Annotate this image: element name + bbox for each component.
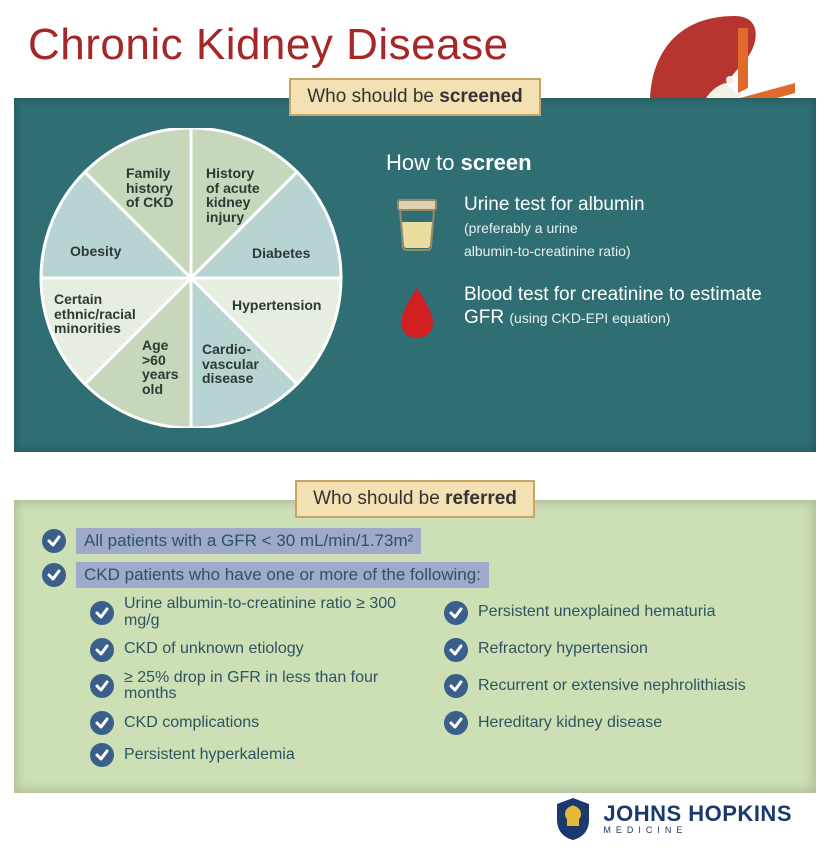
- footer-sub: MEDICINE: [603, 825, 792, 835]
- pie-label: Historyof acutekidneyinjury: [206, 166, 260, 225]
- referral-header: All patients with a GFR < 30 mL/min/1.73…: [42, 528, 788, 554]
- pie-label: Familyhistoryof CKD: [126, 166, 173, 210]
- ref-item-text: Refractory hypertension: [478, 641, 648, 658]
- check-icon: [90, 711, 114, 735]
- screen-test: Blood test for creatinine to estimate GF…: [386, 284, 794, 345]
- ref-header-text: All patients with a GFR < 30 mL/min/1.73…: [76, 528, 421, 554]
- check-icon: [444, 674, 468, 698]
- check-icon: [90, 638, 114, 662]
- referral-item: Refractory hypertension: [444, 638, 788, 662]
- ref-header-text: CKD patients who have one or more of the…: [76, 562, 489, 588]
- check-icon: [90, 674, 114, 698]
- ref-item-text: Hereditary kidney disease: [478, 715, 662, 732]
- referral-item: Urine albumin-to-creatinine ratio ≥ 300 …: [90, 596, 434, 630]
- banner-bold: referred: [445, 488, 517, 509]
- referral-item: Persistent hyperkalemia: [90, 743, 434, 767]
- referred-banner: Who should be referred: [295, 480, 535, 518]
- ref-item-text: ≥ 25% drop in GFR in less than four mont…: [124, 670, 434, 704]
- pie-label: Obesity: [70, 244, 121, 259]
- pie-label: Age>60yearsold: [142, 338, 179, 397]
- referral-item: CKD of unknown etiology: [90, 638, 434, 662]
- ref-item-text: Urine albumin-to-creatinine ratio ≥ 300 …: [124, 596, 434, 630]
- ref-item-text: CKD complications: [124, 715, 259, 732]
- drop-icon: [386, 284, 448, 345]
- pie-label: Certainethnic/racialminorities: [54, 292, 136, 336]
- cup-icon: [386, 194, 448, 257]
- check-icon: [90, 601, 114, 625]
- screened-banner: Who should be screened: [289, 78, 540, 116]
- screened-section: Who should be screened Historyof acuteki…: [0, 78, 830, 452]
- pie-label: Cardio-vasculardisease: [202, 342, 259, 386]
- banner-prefix: Who should be: [307, 86, 439, 107]
- test-text: Urine test for albumin(preferably a urin…: [464, 194, 794, 262]
- footer-org: JOHNS HOPKINS: [603, 803, 792, 825]
- ref-item-text: Persistent hyperkalemia: [124, 747, 295, 764]
- ref-item-text: Persistent unexplained hematuria: [478, 604, 715, 621]
- check-icon: [90, 743, 114, 767]
- check-icon: [444, 601, 468, 625]
- banner-prefix: Who should be: [313, 488, 445, 509]
- referred-section: Who should be referred All patients with…: [0, 480, 830, 793]
- how-title: How to screen: [386, 150, 794, 176]
- check-icon: [42, 529, 66, 553]
- referral-item: CKD complications: [90, 711, 434, 735]
- referral-item: Recurrent or extensive nephrolithiasis: [444, 670, 788, 704]
- banner-bold: screened: [439, 86, 522, 107]
- test-text: Blood test for creatinine to estimate GF…: [464, 284, 794, 330]
- pie-label: Hypertension: [232, 298, 321, 313]
- referral-item: Hereditary kidney disease: [444, 711, 788, 735]
- referral-item: ≥ 25% drop in GFR in less than four mont…: [90, 670, 434, 704]
- footer-logo: JOHNS HOPKINS MEDICINE: [553, 796, 792, 842]
- pie-label: Diabetes: [252, 246, 310, 261]
- referral-header: CKD patients who have one or more of the…: [42, 562, 788, 588]
- risk-factor-pie: Historyof acutekidneyinjury Diabetes Hyper…: [36, 128, 366, 428]
- how-to-screen: How to screen Urine test for albumin(pre…: [386, 128, 794, 428]
- check-icon: [444, 638, 468, 662]
- ref-item-text: Recurrent or extensive nephrolithiasis: [478, 678, 746, 695]
- check-icon: [42, 563, 66, 587]
- screen-test: Urine test for albumin(preferably a urin…: [386, 194, 794, 262]
- referral-item: Persistent unexplained hematuria: [444, 596, 788, 630]
- check-icon: [444, 711, 468, 735]
- shield-icon: [553, 796, 593, 842]
- ref-item-text: CKD of unknown etiology: [124, 641, 304, 658]
